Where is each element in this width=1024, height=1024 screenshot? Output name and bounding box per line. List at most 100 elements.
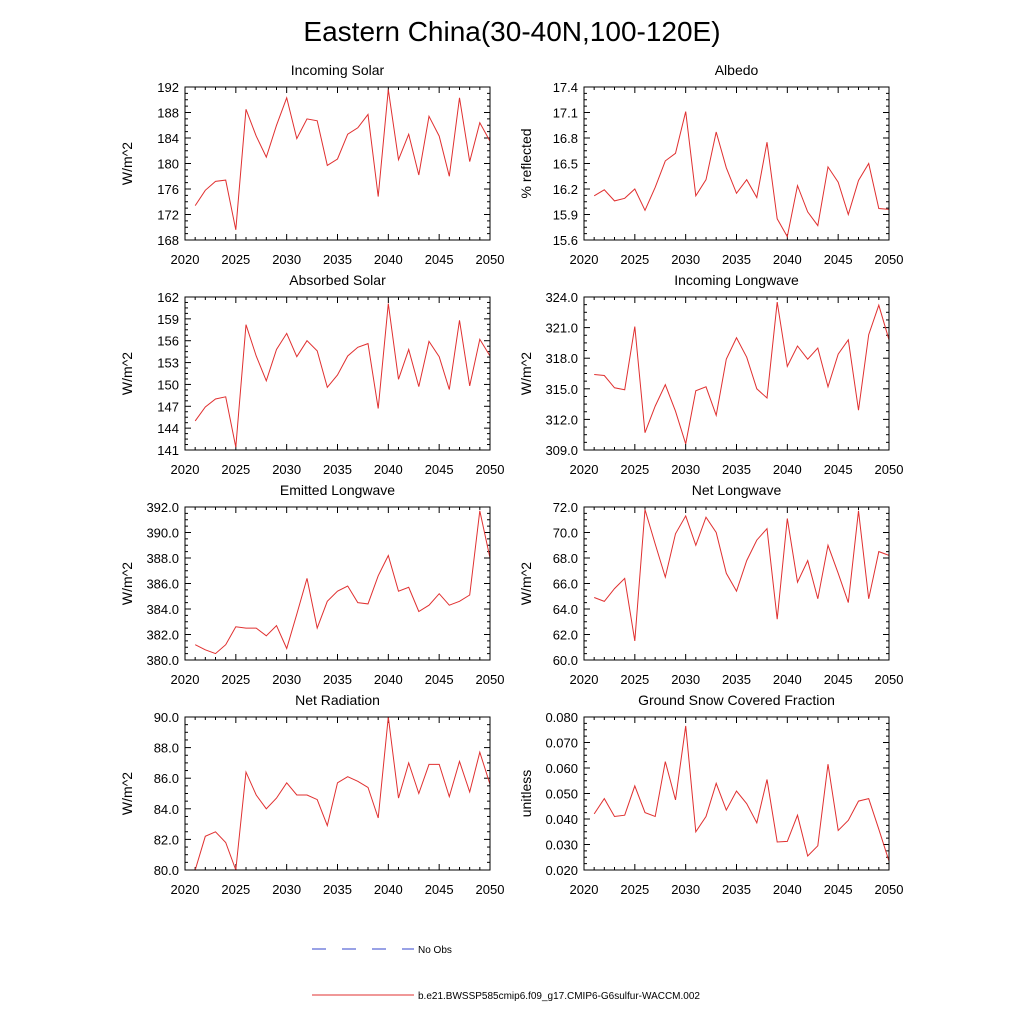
x-tick-label: 2045: [425, 672, 454, 687]
x-tick-label: 2045: [824, 882, 853, 897]
y-tick-label: 16.2: [553, 182, 578, 197]
panel-incoming-longwave-series-line: [594, 302, 890, 445]
x-tick-label: 2025: [221, 462, 250, 477]
x-tick-label: 2045: [824, 672, 853, 687]
panel-absorbed-solar-frame: [184, 296, 491, 451]
panel-albedo-frame: [583, 86, 890, 241]
panel-incoming-solar-title: Incoming Solar: [291, 62, 385, 78]
y-tick-label: 318.0: [545, 351, 578, 366]
x-tick-label: 2045: [824, 252, 853, 267]
x-tick-label: 2030: [272, 672, 301, 687]
x-tick-label: 2045: [425, 252, 454, 267]
panel-incoming-longwave-ylabel: W/m^2: [518, 352, 534, 395]
y-tick-label: 188: [157, 106, 179, 121]
panel-incoming-solar: Incoming Solar W/m^2 2020 2025 2030 2035 2040 2…: [119, 62, 504, 267]
y-tick-label: 380.0: [146, 653, 179, 668]
figure-title: Eastern China(30-40N,100-120E): [303, 16, 720, 47]
y-tick-label: 315.0: [545, 382, 578, 397]
y-tick-label: 150: [157, 377, 179, 392]
y-tick-label: 64.0: [553, 602, 578, 617]
x-tick-label: 2035: [323, 252, 352, 267]
x-tick-label: 2030: [272, 252, 301, 267]
y-tick-label: 82.0: [154, 832, 179, 847]
y-tick-label: 321.0: [545, 321, 578, 336]
y-tick-label: 16.8: [553, 131, 578, 146]
y-tick-label: 153: [157, 356, 179, 371]
panel-incoming-solar-ylabel: W/m^2: [119, 142, 135, 185]
panel-albedo-title: Albedo: [715, 62, 759, 78]
y-tick-label: 15.9: [553, 208, 578, 223]
x-tick-label: 2025: [620, 252, 649, 267]
y-tick-label: 0.080: [545, 710, 578, 725]
y-tick-label: 90.0: [154, 710, 179, 725]
y-tick-label: 0.050: [545, 787, 578, 802]
y-tick-label: 15.6: [553, 233, 578, 248]
panels: Incoming Solar W/m^2 2020 2025 2030 2035 2040 2…: [119, 62, 903, 897]
x-tick-label: 2040: [773, 882, 802, 897]
y-tick-label: 141: [157, 443, 179, 458]
y-tick-label: 0.030: [545, 838, 578, 853]
y-tick-label: 0.060: [545, 761, 578, 776]
y-tick-label: 66.0: [553, 577, 578, 592]
x-tick-label: 2045: [425, 462, 454, 477]
x-tick-label: 2020: [570, 462, 599, 477]
panel-ground-snow-covered-fraction-series-line: [593, 725, 890, 862]
panel-emitted-longwave-title: Emitted Longwave: [280, 482, 395, 498]
y-tick-label: 184: [157, 131, 179, 146]
x-tick-label: 2020: [171, 672, 200, 687]
legend-label-model: b.e21.BWSSP585cmip6.f09_g17.CMIP6-G6sulf…: [418, 991, 700, 1002]
x-tick-label: 2040: [773, 672, 802, 687]
y-tick-label: 162: [157, 290, 179, 305]
x-tick-label: 2020: [570, 252, 599, 267]
panel-net-radiation-frame: [184, 716, 491, 871]
panel-net-longwave-frame: [583, 506, 890, 661]
x-tick-label: 2035: [323, 672, 352, 687]
panel-ground-snow-covered-fraction-frame: [583, 716, 890, 871]
x-tick-label: 2050: [476, 672, 505, 687]
y-tick-label: 16.5: [553, 157, 578, 172]
panel-ground-snow-covered-fraction: Ground Snow Covered Fraction unitless 2020…: [518, 692, 903, 897]
x-tick-label: 2040: [773, 462, 802, 477]
panel-albedo: Albedo % reflected 2020 2025 2030 2035 2040 204…: [518, 62, 903, 267]
panel-net-radiation: Net Radiation W/m^2 2020 2025 2030 2035 2040 20…: [119, 692, 504, 897]
panel-incoming-solar-frame: [184, 86, 491, 241]
x-tick-label: 2020: [171, 882, 200, 897]
x-tick-label: 2040: [773, 252, 802, 267]
panel-absorbed-solar-series-line: [194, 303, 491, 448]
x-tick-label: 2030: [671, 672, 700, 687]
x-tick-label: 2050: [476, 882, 505, 897]
x-tick-label: 2020: [570, 672, 599, 687]
x-tick-label: 2030: [272, 462, 301, 477]
x-tick-label: 2035: [722, 462, 751, 477]
y-tick-label: 60.0: [553, 653, 578, 668]
x-tick-label: 2025: [221, 672, 250, 687]
panel-net-longwave-ylabel: W/m^2: [518, 562, 534, 605]
legend-label-no-obs: No Obs: [418, 945, 452, 956]
y-tick-label: 180: [157, 157, 179, 172]
x-tick-label: 2045: [824, 462, 853, 477]
panel-net-longwave-title: Net Longwave: [692, 482, 782, 498]
y-tick-label: 390.0: [146, 526, 179, 541]
x-tick-label: 2050: [875, 252, 904, 267]
x-tick-label: 2035: [722, 252, 751, 267]
legend: No Obs b.e21.BWSSP585cmip6.f09_g17.CMIP6…: [312, 945, 700, 1002]
panel-incoming-longwave: Incoming Longwave W/m^2 2020 2025 2030 2035 20…: [518, 272, 903, 477]
y-tick-label: 0.040: [545, 812, 578, 827]
y-tick-label: 62.0: [553, 628, 578, 643]
x-tick-label: 2035: [323, 462, 352, 477]
y-tick-label: 88.0: [154, 741, 179, 756]
panel-incoming-longwave-frame: [583, 296, 890, 451]
x-tick-label: 2050: [875, 672, 904, 687]
y-tick-label: 192: [157, 80, 179, 95]
panel-emitted-longwave: Emitted Longwave W/m^2 2020 2025 2030 2035 204…: [119, 482, 504, 687]
y-tick-label: 17.1: [553, 106, 578, 121]
y-tick-label: 86.0: [154, 771, 179, 786]
x-tick-label: 2025: [620, 462, 649, 477]
panel-absorbed-solar-title: Absorbed Solar: [289, 272, 386, 288]
x-tick-label: 2030: [671, 882, 700, 897]
panel-net-longwave-series-line: [594, 509, 890, 641]
panel-incoming-longwave-title: Incoming Longwave: [674, 272, 799, 288]
x-tick-label: 2025: [221, 882, 250, 897]
y-tick-label: 156: [157, 334, 179, 349]
